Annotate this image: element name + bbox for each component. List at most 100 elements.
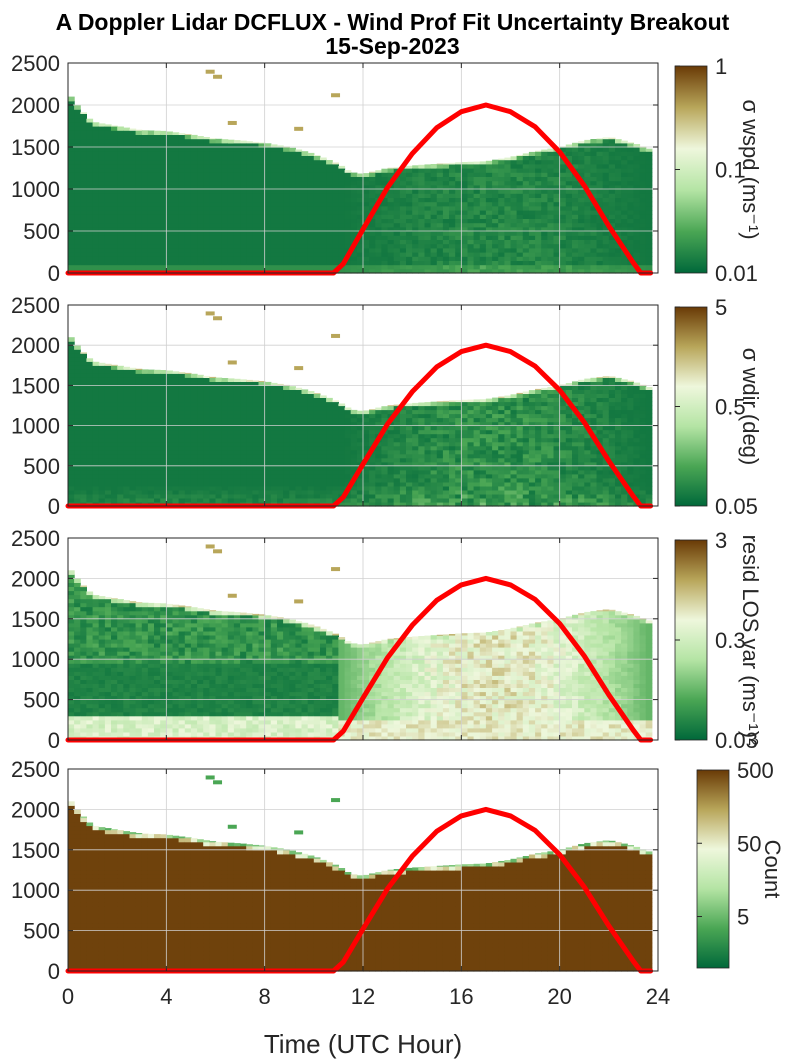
heatmap-cell <box>123 127 130 131</box>
heatmap-cell <box>615 176 622 182</box>
heatmap-cell <box>412 222 419 228</box>
heatmap-cell <box>98 381 106 386</box>
heatmap-cell <box>178 235 186 240</box>
heatmap-cell <box>227 433 235 439</box>
heatmap-cell <box>246 409 253 415</box>
heatmap-cell <box>442 218 450 224</box>
heatmap-cell <box>645 163 653 169</box>
heatmap-cell <box>203 453 210 459</box>
heatmap-cell <box>233 168 241 173</box>
heatmap-cell <box>184 239 192 245</box>
heatmap-cell <box>111 125 118 127</box>
heatmap-cell <box>393 205 401 211</box>
heatmap-cell <box>393 502 401 507</box>
heatmap-cell <box>277 401 284 407</box>
heatmap-cell <box>68 369 75 374</box>
heatmap-cell <box>369 235 376 240</box>
heatmap-cell <box>547 222 555 228</box>
heatmap-cell <box>418 260 425 266</box>
heatmap-cell <box>233 405 241 411</box>
heatmap-cell <box>449 256 456 261</box>
heatmap-cell <box>504 189 512 194</box>
heatmap-cell <box>369 473 376 479</box>
heatmap-cell <box>283 389 290 394</box>
heatmap-cell <box>86 361 94 366</box>
heatmap-cell <box>68 134 75 140</box>
heatmap-cell <box>313 485 321 491</box>
heatmap-cell <box>418 252 425 257</box>
heatmap-cell <box>135 197 143 203</box>
heatmap-cell <box>86 437 94 443</box>
heatmap-cell <box>221 429 229 435</box>
heatmap-cell <box>154 445 161 451</box>
heatmap-cell <box>129 151 137 156</box>
heatmap-cell <box>86 235 94 240</box>
heatmap-cell <box>233 256 241 261</box>
heatmap-cell <box>104 453 112 459</box>
heatmap-cell <box>430 172 438 177</box>
heatmap-cell <box>178 385 186 390</box>
heatmap-cell <box>111 364 118 366</box>
heatmap-cell <box>123 473 130 479</box>
heatmap-cell <box>449 176 456 182</box>
heatmap-cell <box>197 239 204 245</box>
heatmap-cell <box>166 397 173 403</box>
heatmap-cell <box>141 473 149 479</box>
heatmap-cell <box>455 180 462 186</box>
heatmap-cell <box>184 473 192 479</box>
heatmap-cell <box>117 433 124 439</box>
heatmap-cell <box>68 433 75 439</box>
heatmap-cell <box>111 163 118 169</box>
heatmap-cell <box>584 155 591 161</box>
heatmap-cell <box>363 205 370 211</box>
heatmap-cell <box>313 465 321 471</box>
heatmap-cell <box>227 378 235 382</box>
heatmap-cell <box>442 498 450 503</box>
heatmap-cell <box>430 268 438 274</box>
heatmap-cell <box>406 429 413 435</box>
heatmap-cell <box>74 465 81 471</box>
heatmap-cell <box>430 409 438 415</box>
heatmap-cell <box>363 231 370 236</box>
heatmap-cell <box>68 401 75 407</box>
heatmap-cell <box>166 453 173 459</box>
heatmap-cell <box>584 197 591 203</box>
heatmap-cell <box>227 231 235 236</box>
heatmap-cell <box>215 493 223 499</box>
heatmap-cell <box>393 453 401 459</box>
heatmap-cell <box>461 417 468 423</box>
heatmap-cell <box>197 189 204 194</box>
heatmap-cell <box>209 421 217 427</box>
heatmap-cell <box>190 235 198 240</box>
heatmap-cell <box>98 465 106 471</box>
heatmap-cell <box>68 473 75 479</box>
heatmap-cell <box>590 147 598 152</box>
heatmap-cell <box>190 401 198 407</box>
heatmap-cell <box>289 469 296 475</box>
heatmap-cell <box>528 231 536 236</box>
heatmap-cell <box>442 268 450 274</box>
heatmap-cell <box>92 461 100 467</box>
heatmap-cell <box>602 235 610 240</box>
heatmap-cell <box>141 498 149 503</box>
heatmap-cell <box>80 172 87 177</box>
heatmap-cell <box>172 493 180 499</box>
heatmap-cell <box>295 425 303 431</box>
heatmap-cell <box>86 147 94 152</box>
heatmap-cell <box>375 205 382 211</box>
heatmap-cell <box>553 243 561 249</box>
heatmap-cell <box>215 385 223 390</box>
heatmap-cell <box>627 142 634 144</box>
heatmap-cell <box>190 210 198 215</box>
heatmap-cell <box>621 218 628 224</box>
heatmap-cell <box>307 425 315 431</box>
heatmap-cell <box>295 473 303 479</box>
heatmap-cell <box>338 165 346 169</box>
heatmap-cell <box>350 445 358 451</box>
heatmap-cell <box>172 405 180 411</box>
heatmap-cell <box>129 385 137 390</box>
heatmap-cell <box>418 469 425 475</box>
heatmap-cell <box>135 489 143 495</box>
heatmap-cell <box>498 168 505 173</box>
heatmap-cell <box>645 172 653 177</box>
